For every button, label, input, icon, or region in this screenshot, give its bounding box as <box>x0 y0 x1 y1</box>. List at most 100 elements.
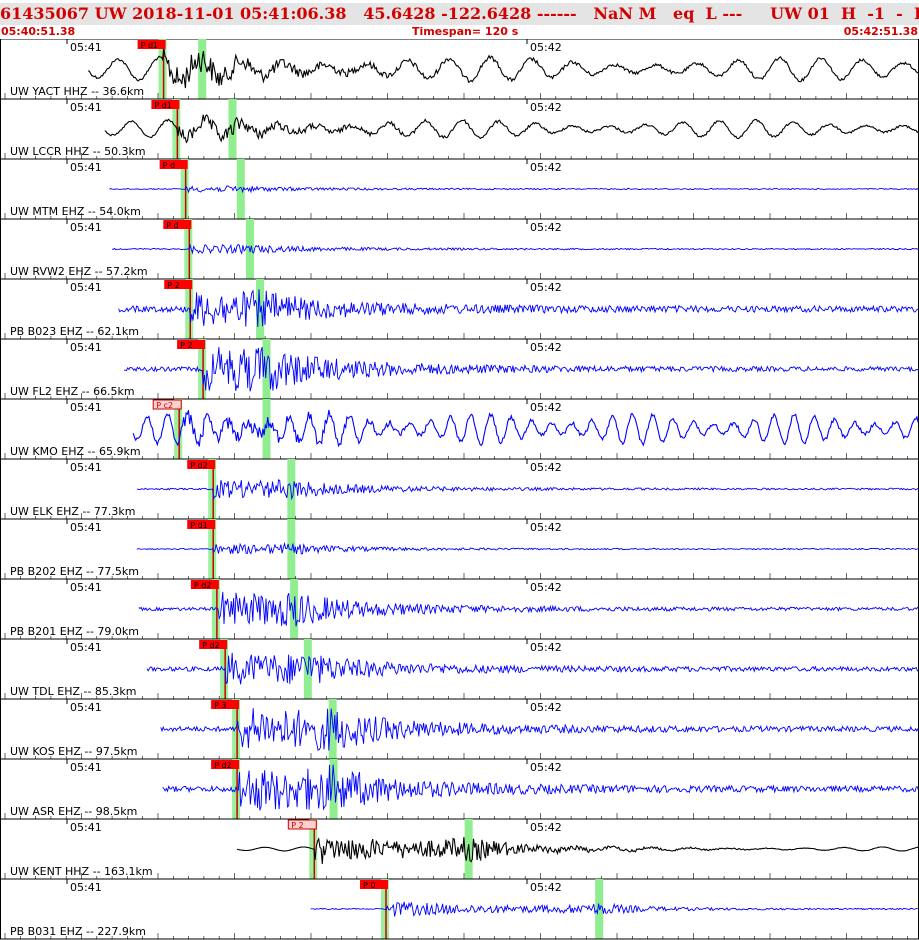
p-pick-flag <box>199 640 228 649</box>
station-label: UW MTM EHZ -- 54.0km <box>10 205 141 218</box>
minute-label: 05:42 <box>530 101 562 114</box>
minute-label: 05:41 <box>70 581 102 594</box>
station-label: PB B202 EHZ -- 77.5km <box>10 565 139 578</box>
minute-label: 05:41 <box>70 281 102 294</box>
minute-label: 05:42 <box>530 821 562 834</box>
event-title: 61435067 UW 2018-11-01 05:41:06.38 45.64… <box>0 3 919 25</box>
s-phase-marker <box>245 219 254 279</box>
p-pick-flag <box>190 580 219 589</box>
waveform <box>136 479 919 501</box>
minute-label: 05:41 <box>70 341 102 354</box>
station-label: UW KOS EHZ -- 97.5km <box>10 745 137 758</box>
p-pick-label: P d1 <box>141 41 159 50</box>
waveform <box>237 837 919 864</box>
minute-label: 05:41 <box>70 521 102 534</box>
waveform <box>146 652 919 685</box>
minute-label: 05:41 <box>70 881 102 894</box>
waveform <box>118 289 919 328</box>
minute-label: 05:41 <box>70 761 102 774</box>
p-window-marker <box>232 759 241 819</box>
station-label: UW KMO EHZ -- 65.9km <box>10 445 141 458</box>
p-window-marker <box>158 39 167 99</box>
p-pick-label: P d2 <box>214 761 232 770</box>
waveform <box>138 591 919 627</box>
station-label: PB B031 EHZ -- 227.9km <box>10 925 146 938</box>
p-window-marker <box>174 399 183 459</box>
station-label: PB B201 EHZ -- 79.0km <box>10 625 139 638</box>
minute-label: 05:41 <box>70 101 102 114</box>
minute-label: 05:42 <box>530 161 562 174</box>
p-pick-flag <box>152 399 182 410</box>
minute-label: 05:42 <box>530 221 562 234</box>
p-window-marker <box>232 699 241 759</box>
minute-label: 05:42 <box>530 341 562 354</box>
minute-label: 05:42 <box>530 641 562 654</box>
s-phase-marker <box>329 759 338 819</box>
station-label: UW KENT HHZ -- 163.1km <box>10 865 153 878</box>
p-pick-flag <box>151 100 180 109</box>
p-pick-label: P d2 <box>190 461 208 470</box>
p-pick-label: P d2 <box>194 581 212 590</box>
minute-label: 05:42 <box>530 41 562 54</box>
minute-label: 05:41 <box>70 701 102 714</box>
p-pick-label: P 2 <box>180 341 192 350</box>
minute-label: 05:41 <box>70 161 102 174</box>
s-phase-marker <box>262 399 271 459</box>
minute-label: 05:42 <box>530 761 562 774</box>
p-pick-flag <box>137 40 166 49</box>
p-pick-flag <box>187 460 216 469</box>
waveform <box>111 243 919 255</box>
waveform <box>136 541 919 555</box>
p-pick-label: P d2 <box>202 641 220 650</box>
p-pick-flag <box>159 160 188 169</box>
station-label: PB B023 EHZ -- 62.1km <box>10 325 139 338</box>
minute-label: 05:42 <box>530 401 562 414</box>
p-pick-flag <box>164 280 193 289</box>
minute-label: 05:42 <box>530 701 562 714</box>
minute-label: 05:42 <box>530 581 562 594</box>
p-pick-label: P 0 <box>363 881 375 890</box>
p-pick-label: P d <box>166 221 178 230</box>
minute-label: 05:41 <box>70 641 102 654</box>
minute-label: 05:42 <box>530 521 562 534</box>
p-pick-label: P 2 <box>167 281 179 290</box>
station-label: UW FL2 EHZ -- 66.5km <box>10 385 135 398</box>
minute-label: 05:42 <box>530 281 562 294</box>
waveform <box>310 901 918 917</box>
waveform <box>104 114 919 144</box>
s-phase-marker <box>228 99 237 159</box>
p-pick-flag <box>177 340 206 349</box>
p-pick-label: P d1 <box>190 521 208 530</box>
start-time: 05:40:51.38 <box>1 25 76 38</box>
p-pick-flag <box>187 520 216 529</box>
minute-label: 05:41 <box>70 401 102 414</box>
minute-label: 05:41 <box>70 41 102 54</box>
station-label: UW RVW2 EHZ -- 57.2km <box>10 265 148 278</box>
timespan: Timespan= 120 s <box>412 25 519 38</box>
p-pick-label: P c2 <box>156 401 173 410</box>
p-pick-label: P d <box>163 161 175 170</box>
minute-label: 05:41 <box>70 821 102 834</box>
s-phase-marker <box>236 159 245 219</box>
waveform <box>88 47 919 89</box>
s-phase-marker <box>328 699 337 759</box>
s-phase-marker <box>287 519 296 579</box>
p-pick-label: P 3 <box>214 701 226 710</box>
minute-label: 05:42 <box>530 461 562 474</box>
seismogram-panel[interactable]: 05:41 05:42 P d1 UW YACT HHZ -- 36.6km 05:41… <box>0 39 919 940</box>
minute-label: 05:41 <box>70 221 102 234</box>
minute-label: 05:41 <box>70 461 102 474</box>
waveform <box>162 764 919 811</box>
p-window-marker <box>198 339 207 399</box>
end-time: 05:42:51.38 <box>843 25 918 38</box>
waveform <box>109 185 919 194</box>
p-pick-label: P d1 <box>154 101 172 110</box>
p-pick-flag <box>211 700 240 709</box>
station-label: UW LCCR HHZ -- 50.3km <box>10 145 146 158</box>
p-pick-flag <box>163 220 192 229</box>
p-pick-flag <box>211 760 240 769</box>
p-pick-label: P 2 <box>291 821 303 830</box>
p-pick-flag <box>359 880 388 889</box>
s-phase-marker <box>198 39 207 99</box>
station-label: UW TDL EHZ -- 85.3km <box>10 685 137 698</box>
